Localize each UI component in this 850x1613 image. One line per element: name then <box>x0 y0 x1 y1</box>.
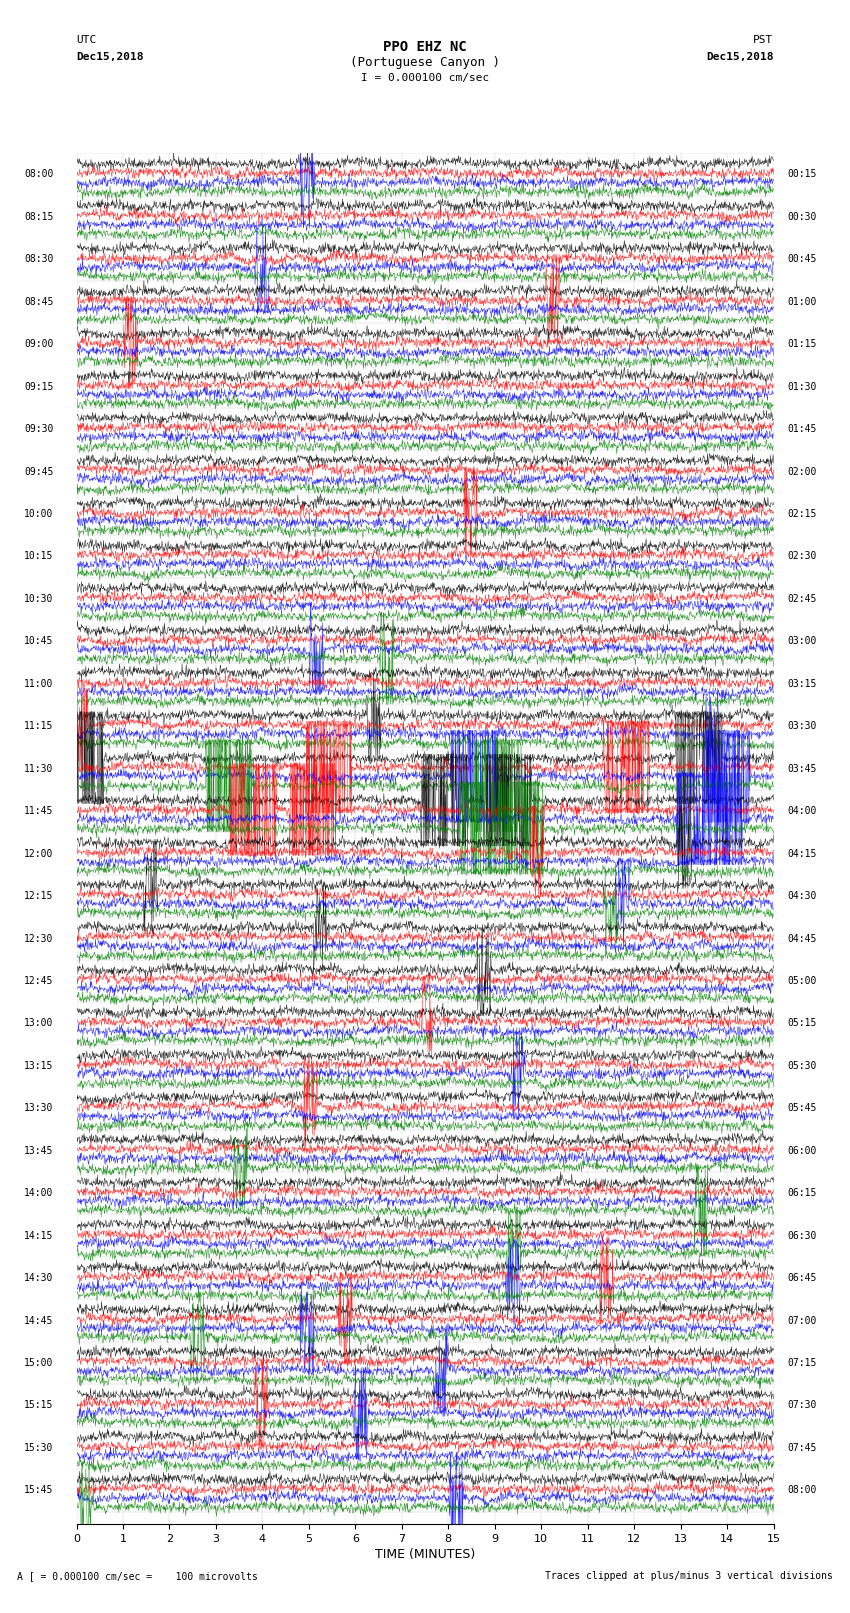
Text: 03:00: 03:00 <box>787 637 817 647</box>
Text: 01:45: 01:45 <box>787 424 817 434</box>
Text: 05:45: 05:45 <box>787 1103 817 1113</box>
Text: 13:45: 13:45 <box>24 1145 54 1157</box>
Text: 01:30: 01:30 <box>787 382 817 392</box>
Text: 05:15: 05:15 <box>787 1018 817 1029</box>
Text: 09:45: 09:45 <box>24 466 54 476</box>
Text: 12:45: 12:45 <box>24 976 54 986</box>
Text: 08:00: 08:00 <box>787 1486 817 1495</box>
Text: 15:15: 15:15 <box>24 1400 54 1410</box>
Text: 04:45: 04:45 <box>787 934 817 944</box>
Text: 04:00: 04:00 <box>787 806 817 816</box>
Text: 14:45: 14:45 <box>24 1316 54 1326</box>
Text: 11:30: 11:30 <box>24 763 54 774</box>
Text: 14:30: 14:30 <box>24 1273 54 1282</box>
Text: 00:30: 00:30 <box>787 211 817 223</box>
X-axis label: TIME (MINUTES): TIME (MINUTES) <box>375 1548 475 1561</box>
Text: UTC: UTC <box>76 35 97 45</box>
Text: 03:30: 03:30 <box>787 721 817 731</box>
Text: 08:15: 08:15 <box>24 211 54 223</box>
Text: 00:15: 00:15 <box>787 169 817 179</box>
Text: 13:15: 13:15 <box>24 1061 54 1071</box>
Text: 03:15: 03:15 <box>787 679 817 689</box>
Text: 14:15: 14:15 <box>24 1231 54 1240</box>
Text: I = 0.000100 cm/sec: I = 0.000100 cm/sec <box>361 73 489 82</box>
Text: 02:30: 02:30 <box>787 552 817 561</box>
Text: 11:00: 11:00 <box>24 679 54 689</box>
Text: PST: PST <box>753 35 774 45</box>
Text: 15:00: 15:00 <box>24 1358 54 1368</box>
Text: 10:45: 10:45 <box>24 637 54 647</box>
Text: 10:30: 10:30 <box>24 594 54 603</box>
Text: 06:30: 06:30 <box>787 1231 817 1240</box>
Text: 02:15: 02:15 <box>787 510 817 519</box>
Text: 07:15: 07:15 <box>787 1358 817 1368</box>
Text: 09:30: 09:30 <box>24 424 54 434</box>
Text: 07:00: 07:00 <box>787 1316 817 1326</box>
Text: 14:00: 14:00 <box>24 1189 54 1198</box>
Text: 04:15: 04:15 <box>787 848 817 858</box>
Text: 12:30: 12:30 <box>24 934 54 944</box>
Text: 13:30: 13:30 <box>24 1103 54 1113</box>
Text: 10:15: 10:15 <box>24 552 54 561</box>
Text: 06:45: 06:45 <box>787 1273 817 1282</box>
Text: 12:00: 12:00 <box>24 848 54 858</box>
Text: 02:45: 02:45 <box>787 594 817 603</box>
Text: PPO EHZ NC: PPO EHZ NC <box>383 40 467 55</box>
Text: 13:00: 13:00 <box>24 1018 54 1029</box>
Text: 10:00: 10:00 <box>24 510 54 519</box>
Text: 12:15: 12:15 <box>24 890 54 902</box>
Text: 11:45: 11:45 <box>24 806 54 816</box>
Text: 00:45: 00:45 <box>787 255 817 265</box>
Text: 08:00: 08:00 <box>24 169 54 179</box>
Text: 06:15: 06:15 <box>787 1189 817 1198</box>
Text: 05:30: 05:30 <box>787 1061 817 1071</box>
Text: 09:15: 09:15 <box>24 382 54 392</box>
Text: A [ = 0.000100 cm/sec =    100 microvolts: A [ = 0.000100 cm/sec = 100 microvolts <box>17 1571 258 1581</box>
Text: 01:15: 01:15 <box>787 339 817 350</box>
Text: 15:30: 15:30 <box>24 1444 54 1453</box>
Text: 08:45: 08:45 <box>24 297 54 306</box>
Text: 09:00: 09:00 <box>24 339 54 350</box>
Text: 07:45: 07:45 <box>787 1444 817 1453</box>
Text: 08:30: 08:30 <box>24 255 54 265</box>
Text: Dec15,2018: Dec15,2018 <box>706 52 774 61</box>
Text: Traces clipped at plus/minus 3 vertical divisions: Traces clipped at plus/minus 3 vertical … <box>545 1571 833 1581</box>
Text: 06:00: 06:00 <box>787 1145 817 1157</box>
Text: 07:30: 07:30 <box>787 1400 817 1410</box>
Text: 03:45: 03:45 <box>787 763 817 774</box>
Text: Dec15,2018: Dec15,2018 <box>76 52 144 61</box>
Text: 15:45: 15:45 <box>24 1486 54 1495</box>
Text: (Portuguese Canyon ): (Portuguese Canyon ) <box>350 56 500 69</box>
Text: 02:00: 02:00 <box>787 466 817 476</box>
Text: 04:30: 04:30 <box>787 890 817 902</box>
Text: 05:00: 05:00 <box>787 976 817 986</box>
Text: 11:15: 11:15 <box>24 721 54 731</box>
Text: 01:00: 01:00 <box>787 297 817 306</box>
